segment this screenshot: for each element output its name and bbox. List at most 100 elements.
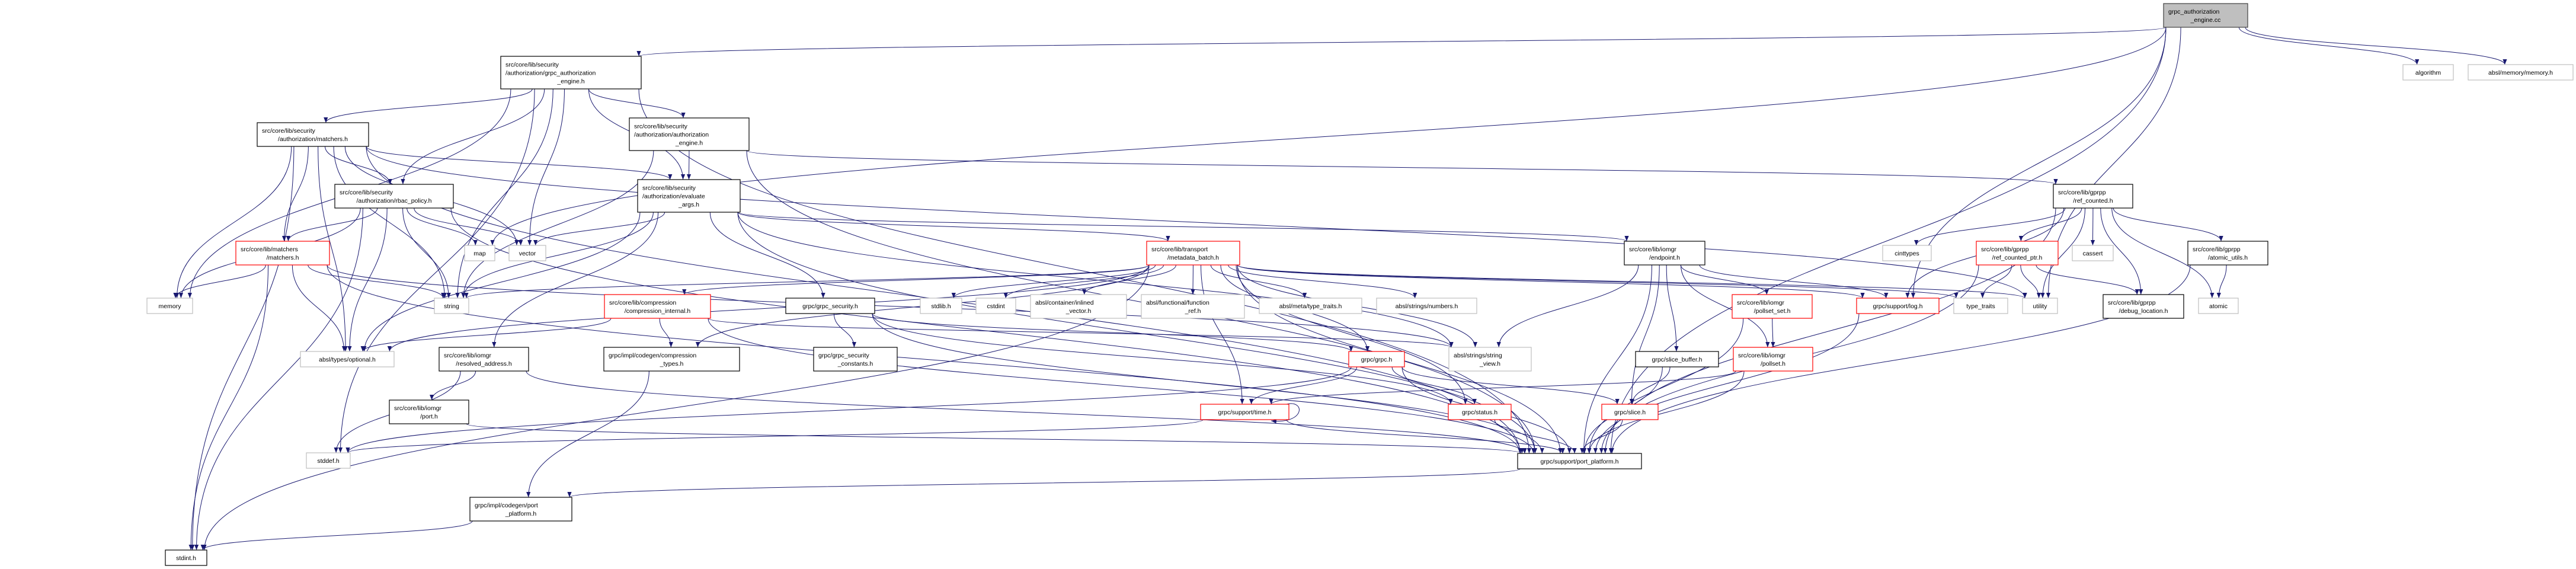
node-label: grpc/support/time.h	[1218, 409, 1272, 416]
node-ae_h[interactable]: src/core/lib/security/authorization/auth…	[629, 117, 750, 151]
edge-eval-to-endpoint	[737, 212, 1629, 242]
node-comp_int[interactable]: src/core/lib/compression/compression_int…	[604, 294, 711, 319]
node-label: src/core/lib/security	[634, 123, 688, 130]
node-numbers: absl/strings/numbers.h	[1376, 298, 1477, 314]
node-lib_matchers[interactable]: src/core/lib/matchers/matchers.h	[235, 241, 330, 266]
node-atomic_utils[interactable]: src/core/lib/gprpp/atomic_utils.h	[2187, 241, 2268, 266]
node-stdint[interactable]: stdint.h	[165, 549, 207, 566]
node-label: src/core/lib/security	[262, 127, 316, 135]
edge-comp_int-to-comp_types	[659, 318, 673, 348]
node-debug_loc[interactable]: src/core/lib/gprpp/debug_location.h	[2103, 294, 2184, 319]
node-box	[813, 347, 898, 372]
edge-sec_matchers-to-utility	[366, 146, 2027, 299]
node-box	[1448, 404, 1512, 420]
edge-sec_matchers-to-string	[333, 146, 447, 299]
node-grpc[interactable]: grpc/grpc.h	[1348, 351, 1405, 367]
node-gae_h[interactable]: src/core/lib/security/authorization/grpc…	[500, 56, 642, 89]
node-label: stdlib.h	[931, 303, 951, 310]
edge-eval-to-string_view	[737, 212, 1454, 348]
node-box	[1732, 294, 1813, 319]
node-log[interactable]: grpc/support/log.h	[1856, 298, 1940, 314]
edge-sec_matchers-to-rbac	[325, 146, 392, 185]
node-label: cstdint	[987, 303, 1004, 310]
edge-grpc-to-stddef	[345, 366, 1352, 453]
node-label: stddef.h	[317, 458, 340, 465]
node-label: string	[444, 303, 459, 310]
node-label: grpc/grpc_security	[818, 352, 870, 359]
node-port[interactable]: src/core/lib/iomgr/port.h	[389, 399, 469, 424]
node-status[interactable]: grpc/status.h	[1448, 404, 1512, 420]
edge-endpoint-to-string_view	[1496, 264, 1639, 348]
node-time[interactable]: grpc/support/time.h	[1200, 404, 1289, 420]
node-codegen_pp[interactable]: grpc/impl/codegen/port_platform.h	[469, 497, 572, 522]
edge-endpoint-to-port_platform	[1582, 264, 1652, 454]
edge-endpoint-to-pollset	[1680, 264, 1770, 348]
node-box	[2022, 298, 2058, 314]
node-box	[1030, 294, 1127, 319]
node-label: grpc/slice.h	[1614, 409, 1646, 416]
node-label: /authorization/evaluate	[642, 193, 705, 200]
edge-grpc_security-to-gs_const	[833, 313, 856, 348]
node-ref_counted[interactable]: src/core/lib/gprpp/ref_counted.h	[2053, 184, 2133, 209]
node-rbac[interactable]: src/core/lib/security/authorization/rbac…	[334, 184, 454, 209]
node-label: /compression_internal.h	[625, 308, 691, 315]
edge-time-to-port_platform	[1286, 419, 1565, 454]
edge-rbac-to-lib_matchers	[286, 207, 378, 242]
edge-port_platform-to-codegen_pp	[568, 468, 1521, 498]
edge-eval-to-metadata	[737, 212, 1170, 242]
node-label: src/core/lib/iomgr	[1738, 352, 1785, 359]
edge-eval-to-optional	[362, 212, 641, 352]
node-label: src/core/lib/gprpp	[2058, 189, 2106, 196]
node-label: absl/memory/memory.h	[2488, 69, 2553, 76]
edge-endpoint-to-pollset_set	[1680, 264, 1769, 295]
node-stdlib: stdlib.h	[920, 298, 962, 314]
node-cstdint: cstdint	[975, 298, 1016, 314]
edge-resolved-to-port_platform	[526, 370, 1527, 454]
node-label: src/core/lib/iomgr	[1629, 246, 1676, 253]
edge-metadata-to-comp_int	[682, 264, 1150, 295]
node-label: /pollset_set.h	[1754, 308, 1791, 315]
edge-eval-to-resolved	[492, 212, 659, 348]
node-label: absl/strings/string	[1454, 352, 1502, 359]
node-pollset[interactable]: src/core/lib/iomgr/pollset.h	[1733, 347, 1813, 372]
node-grpc_security[interactable]: grpc/grpc_security.h	[785, 298, 875, 314]
node-atomic: atomic	[2198, 298, 2239, 314]
node-metadata[interactable]: src/core/lib/transport/metadata_batch.h	[1146, 241, 1240, 266]
node-endpoint[interactable]: src/core/lib/iomgr/endpoint.h	[1624, 241, 1705, 266]
edge-ref_counted-to-atomic	[2111, 207, 2215, 299]
node-label: /metadata_batch.h	[1167, 254, 1219, 261]
node-box	[1882, 245, 1932, 261]
node-resolved[interactable]: src/core/lib/iomgr/resolved_address.h	[439, 347, 529, 372]
edge-comp_types-to-codegen_pp	[526, 370, 649, 498]
edge-slice_buffer-to-slice	[1630, 366, 1671, 405]
node-label: utility	[2033, 303, 2048, 310]
node-cc[interactable]: grpc_authorization _engine.cc	[2163, 3, 2248, 28]
node-box	[2187, 241, 2268, 266]
node-eval[interactable]: src/core/lib/security/authorization/eval…	[637, 179, 741, 213]
node-comp_types[interactable]: grpc/impl/codegen/compression_types.h	[603, 347, 740, 372]
node-box	[334, 184, 454, 209]
node-sec_matchers[interactable]: src/core/lib/security/authorization/matc…	[257, 122, 369, 147]
node-label: /pollset.h	[1761, 360, 1785, 367]
node-label: /resolved_address.h	[456, 360, 512, 367]
edge-sec_matchers-to-eval	[366, 146, 673, 180]
node-pollset_set[interactable]: src/core/lib/iomgr/pollset_set.h	[1732, 294, 1813, 319]
node-box	[235, 241, 330, 266]
node-memory_h: absl/memory/memory.h	[2468, 64, 2574, 81]
node-label: cinttypes	[1895, 250, 1919, 257]
node-rcptr[interactable]: src/core/lib/gprpp/ref_counted_ptr.h	[1976, 241, 2059, 266]
edge-time-to-time	[1271, 403, 1300, 424]
node-gs_const[interactable]: grpc/grpc_security_constants.h	[813, 347, 898, 372]
edge-lib_matchers-to-port_platform	[327, 264, 1522, 454]
edge-ref_counted-to-rcptr	[2018, 207, 2082, 242]
edge-metadata-to-inlined	[1082, 264, 1176, 295]
node-slice_buffer[interactable]: grpc/slice_buffer.h	[1635, 351, 1719, 367]
node-slice[interactable]: grpc/slice.h	[1601, 404, 1659, 420]
node-port_platform[interactable]: grpc/support/port_platform.h	[1517, 453, 1642, 469]
node-label: _platform.h	[505, 510, 537, 517]
node-label: src/core/lib/iomgr	[444, 352, 491, 359]
edge-ref_counted-to-debug_loc	[2100, 207, 2143, 295]
node-label: src/core/lib/gprpp	[1981, 246, 2029, 253]
node-box	[257, 122, 369, 147]
edge-sec_matchers-to-lib_matchers	[281, 146, 309, 242]
